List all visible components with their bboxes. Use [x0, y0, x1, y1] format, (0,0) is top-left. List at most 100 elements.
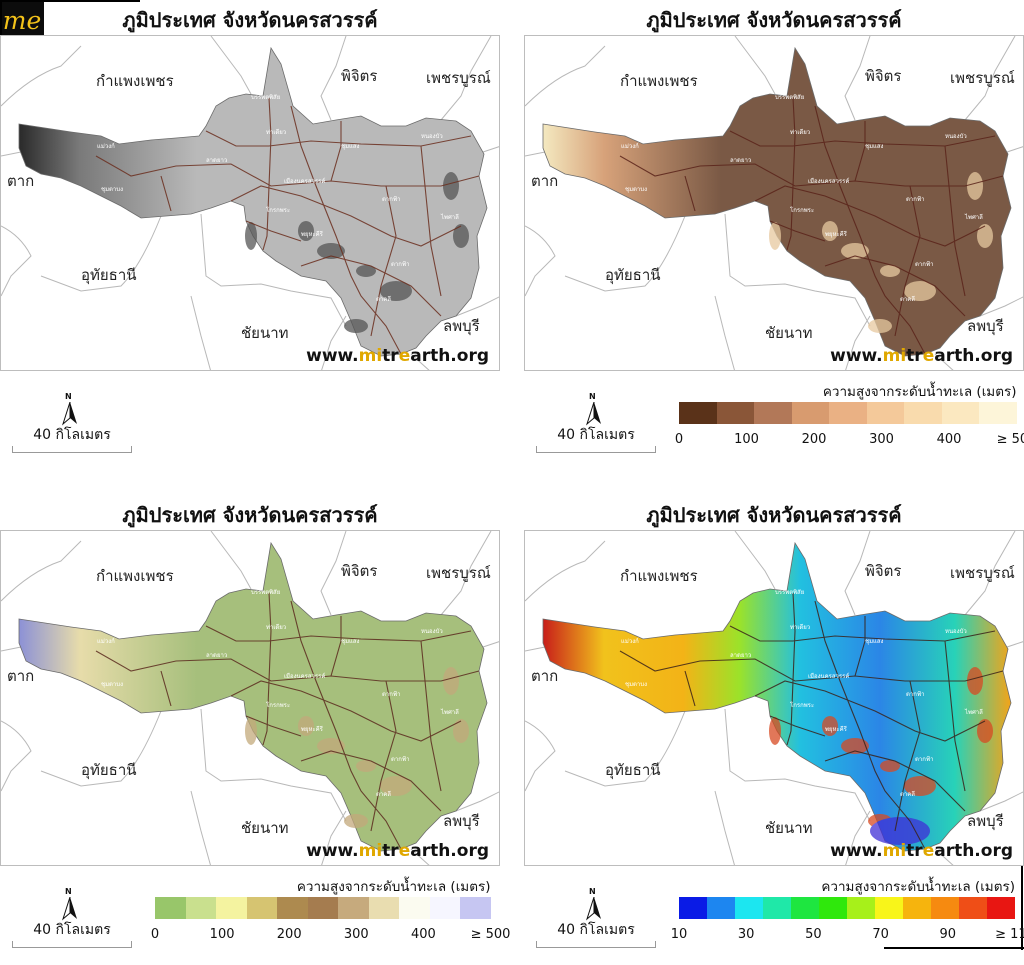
- legend-tick-label: 400: [410, 927, 436, 942]
- road-line: [894, 680, 921, 832]
- border-line: [979, 296, 1023, 317]
- border-line: [845, 810, 871, 865]
- watermark-part: arth.org: [410, 346, 489, 366]
- road-line: [230, 185, 462, 247]
- legend-tick-label: 10: [670, 927, 688, 942]
- border-line: [934, 848, 954, 865]
- district-label: พยุหะคีรี: [825, 725, 848, 733]
- north-arrow-icon: N: [584, 887, 604, 921]
- legend-swatch: [429, 897, 460, 919]
- district-label: ลาดยาว: [730, 157, 751, 164]
- watermark-part: mi: [882, 841, 907, 861]
- road-line: [769, 715, 826, 737]
- legend-swatch: [847, 897, 875, 919]
- terrain-map-panel-hillshade: ภูมิประเทศ จังหวัดนครสวรรค์บรรพตพิสัย ท่า…: [0, 0, 500, 470]
- border-line: [1, 225, 32, 297]
- road-network: [619, 592, 1004, 850]
- terrain-patch: [841, 243, 869, 259]
- border-line: [525, 45, 606, 107]
- road-line: [300, 255, 442, 317]
- nakhon-sawan-terrain: [18, 46, 488, 357]
- neighbor-label-phichit: พิจิตร: [865, 562, 902, 580]
- road-line: [619, 155, 1004, 187]
- legend-tick-label: 300: [343, 927, 369, 942]
- district-label: เมืองนครสวรรค์: [808, 672, 849, 680]
- terrain-patch: [822, 716, 838, 736]
- district-label: ชุมแสง: [341, 143, 360, 150]
- legend-tick-label: ≥ 500: [470, 927, 511, 942]
- legend-swatch: [987, 897, 1015, 919]
- district-label: ตาคลี: [376, 295, 391, 303]
- watermark-part: tr: [906, 346, 923, 366]
- watermark-part: www.: [830, 841, 883, 861]
- legend-tick-label: 0: [674, 432, 684, 447]
- road-line: [754, 185, 986, 247]
- neighbor-label-phichit: พิจิตร: [865, 67, 902, 85]
- border-line: [564, 215, 686, 292]
- arrow-half-dark: [594, 402, 601, 424]
- map-frame: บรรพตพิสัย ท่าเดียว ชุมแสง หนองบัว แม่วงก์ ลา…: [0, 530, 500, 866]
- district-label: บรรพตพิสัย: [775, 589, 804, 596]
- terrain-patch: [298, 716, 314, 736]
- district-label: ตากฟ้า: [391, 756, 410, 763]
- arrow-half-light: [585, 897, 595, 921]
- border-line: [190, 790, 211, 865]
- border-line: [844, 36, 871, 121]
- legend-swatch: [904, 402, 942, 424]
- district-label: ตากฟ้า: [382, 691, 401, 698]
- district-label: ลาดยาว: [730, 652, 751, 659]
- district-label: บรรพตพิสัย: [775, 94, 804, 101]
- legend-swatch: [735, 897, 763, 919]
- border-line: [525, 720, 556, 792]
- border-line: [964, 36, 1016, 121]
- legend-tick-label: 100: [734, 432, 759, 447]
- road-network: [619, 97, 1004, 355]
- terrain-patch: [317, 243, 345, 259]
- border-line: [190, 295, 211, 370]
- north-label: N: [589, 392, 596, 401]
- neighbor-label-phichit: พิจิตร: [341, 67, 378, 85]
- neighbor-label-kamphaeng: กำแพงเพชร: [620, 567, 698, 585]
- terrain-patch: [453, 719, 469, 743]
- border-line: [525, 225, 556, 297]
- district-labels: บรรพตพิสัยท่าเดียวชุมแสง หนองบัวแม่วงก์ลา…: [36, 94, 459, 303]
- border-line: [40, 710, 162, 787]
- elevation-legend: ความสูงจากระดับน้ำทะเล (เมตร) 10 30 50 70 90 ≥…: [671, 875, 1024, 947]
- terrain-map-panel-spectral: ภูมิประเทศ จังหวัดนครสวรรค์ บรรพตพิสัย ท่า…: [524, 495, 1024, 965]
- terrain-patch: [880, 265, 900, 277]
- border-line: [1, 720, 32, 792]
- neighbor-label-phetchabun: เพชรบูรณ์: [426, 69, 491, 87]
- watermark-part: mi: [358, 841, 383, 861]
- district-label: ชุมตาบง: [101, 186, 123, 193]
- district-label: หนองบัว: [945, 133, 967, 140]
- road-line: [786, 97, 796, 251]
- border-line: [845, 315, 871, 370]
- border-line: [320, 531, 347, 616]
- district-label: ชุมตาบง: [625, 186, 647, 193]
- border-line: [440, 36, 492, 121]
- terrain-patch: [904, 776, 936, 796]
- district-label: โกรกพระ: [266, 701, 290, 709]
- district-label: แม่วงก์: [97, 637, 115, 645]
- district-label: ชุมตาบง: [625, 681, 647, 688]
- border-line: [455, 296, 499, 317]
- border-line: [734, 36, 776, 95]
- district-label: แม่วงก์: [97, 142, 115, 150]
- district-label: ท่าเดียว: [266, 623, 286, 631]
- map-title: ภูมิประเทศ จังหวัดนครสวรรค์: [122, 8, 378, 32]
- legend-tick-label: 50: [805, 927, 822, 942]
- map-title: ภูมิประเทศ จังหวัดนครสวรรค์: [646, 8, 902, 32]
- legend-tick-label: 200: [801, 432, 827, 447]
- legend-swatch: [941, 402, 979, 424]
- district-labels: บรรพตพิสัยท่าเดียวชุมแสง หนองบัวแม่วงก์ลา…: [36, 589, 459, 798]
- border-line: [455, 791, 499, 812]
- terrain-patch: [443, 172, 459, 200]
- district-label: แม่เปิน: [560, 676, 578, 683]
- neighbor-label-tak: ตาก: [7, 667, 35, 685]
- legend-tick-label: 0: [150, 927, 160, 942]
- neighbor-province-borders: [525, 36, 1023, 370]
- terrain-map-panel-brown: ภูมิประเทศ จังหวัดนครสวรรค์ บรรพตพิสัย ท่า…: [524, 0, 1024, 470]
- legend-swatch: [903, 897, 931, 919]
- legend-swatch: [307, 897, 338, 919]
- legend-tick-label: 300: [869, 432, 894, 447]
